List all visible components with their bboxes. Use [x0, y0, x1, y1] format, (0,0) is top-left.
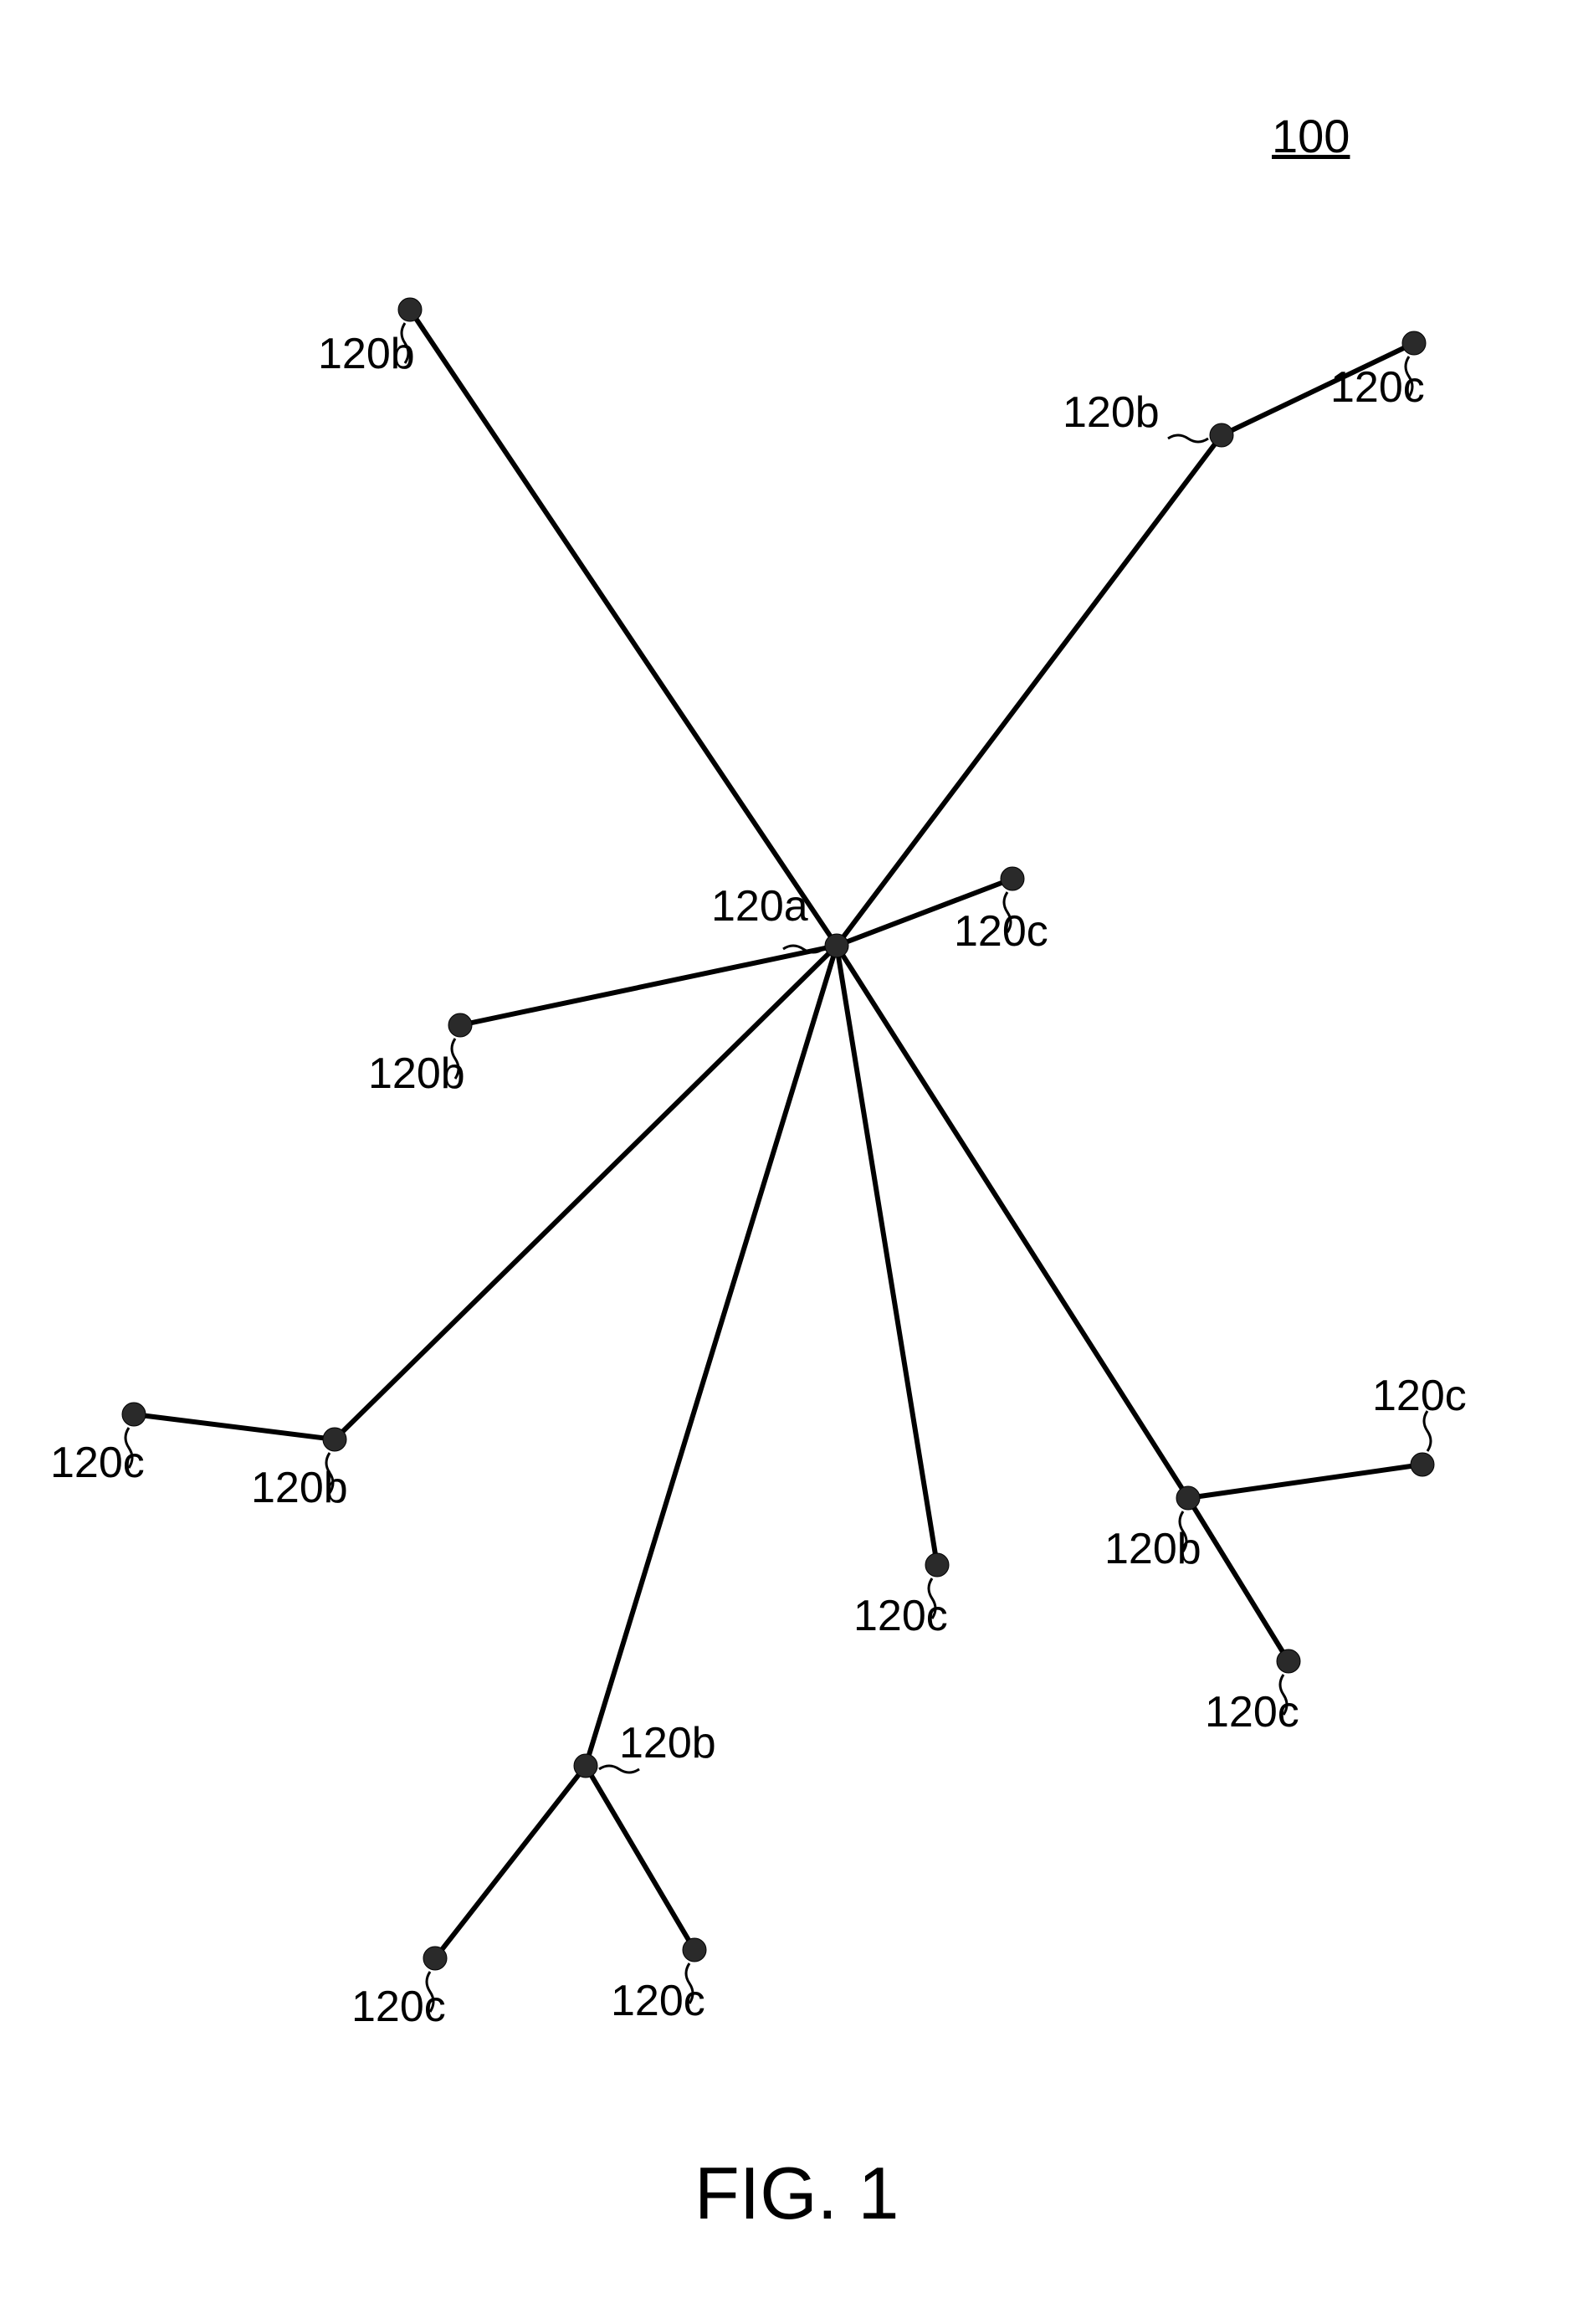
- edge: [837, 946, 1188, 1498]
- node-label-a: 120a: [711, 882, 808, 931]
- node-label-b6: 120b: [1104, 1525, 1201, 1573]
- node-label-b5: 120b: [619, 1719, 716, 1767]
- node-c8: [1277, 1649, 1300, 1673]
- node-a: [825, 934, 848, 957]
- node-c2: [1001, 867, 1024, 890]
- node-label-c3: 120c: [50, 1439, 145, 1487]
- edge: [837, 946, 937, 1565]
- node-c1: [1402, 331, 1426, 355]
- node-label-c1: 120c: [1330, 363, 1425, 412]
- node-b5: [574, 1754, 597, 1778]
- edge: [837, 435, 1222, 946]
- network-diagram: 120a 120b 120b 120c 120c 120b 120b 120c 120b 120c…: [0, 0, 1578, 2324]
- node-label-c7: 120c: [1372, 1372, 1467, 1420]
- node-c4: [423, 1947, 447, 1970]
- node-label-c4: 120c: [351, 1983, 446, 2031]
- node-c3: [122, 1403, 146, 1426]
- node-c7: [1411, 1453, 1434, 1476]
- edge: [1188, 1498, 1289, 1661]
- edge: [1188, 1465, 1422, 1498]
- node-label-b2: 120b: [1063, 388, 1160, 437]
- node-label-c5: 120c: [611, 1977, 705, 2025]
- edge: [586, 1766, 694, 1950]
- figure-caption: FIG. 1: [694, 2151, 899, 2236]
- edge: [435, 1766, 586, 1958]
- node-b6: [1176, 1486, 1200, 1510]
- node-c5: [683, 1938, 706, 1962]
- figure-canvas: 100 120a120b120b120c120c120b120b120c120b…: [0, 0, 1578, 2324]
- edge: [460, 946, 837, 1025]
- edge: [410, 310, 837, 946]
- node-c6: [925, 1553, 949, 1577]
- node-b1: [398, 298, 422, 321]
- edge: [134, 1414, 335, 1439]
- node-label-c6: 120c: [853, 1592, 948, 1640]
- leader-squiggle: [1168, 435, 1208, 442]
- node-label-b3: 120b: [368, 1049, 465, 1098]
- node-label-c8: 120c: [1205, 1688, 1299, 1737]
- node-label-b4: 120b: [251, 1464, 348, 1512]
- node-b3: [448, 1013, 472, 1037]
- node-b4: [323, 1428, 346, 1451]
- node-b2: [1210, 423, 1233, 447]
- node-label-c2: 120c: [954, 907, 1048, 956]
- node-label-b1: 120b: [318, 330, 415, 378]
